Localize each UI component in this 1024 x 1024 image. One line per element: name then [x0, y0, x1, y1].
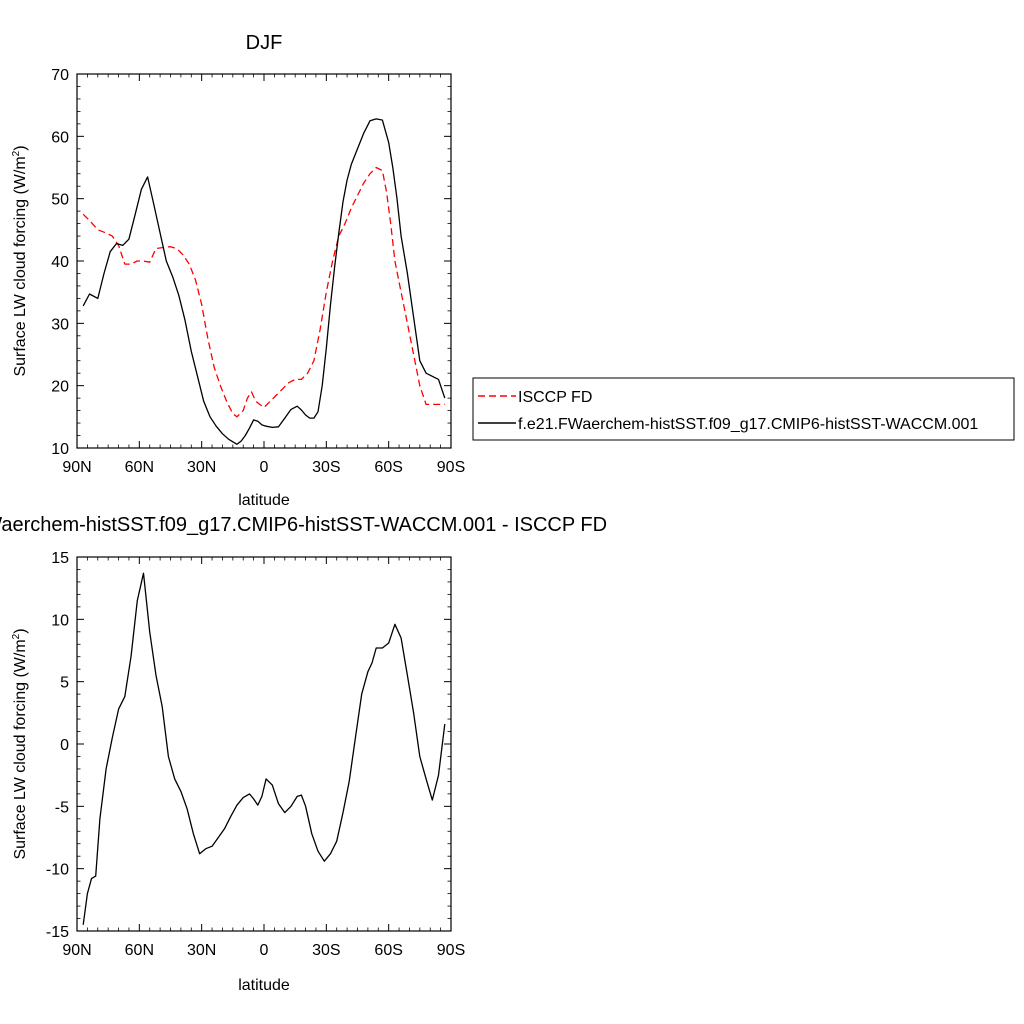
x-tick-label: 30S	[312, 942, 340, 959]
y-tick-label: -15	[46, 924, 69, 941]
x-tick-label: 60S	[374, 459, 402, 476]
y-tick-label: 5	[60, 675, 69, 692]
legend-box	[472, 377, 1015, 441]
x-tick-label: 60S	[374, 942, 402, 959]
bottom-chart-plot-frame	[76, 556, 452, 932]
x-tick-label: 60N	[125, 459, 154, 476]
top-chart-series-line-1	[82, 118, 446, 445]
bottom-chart-y-axis-label: Surface LW cloud forcing (W/m2)	[11, 628, 29, 859]
bottom-chart-x-axis-label: latitude	[238, 977, 290, 994]
y-tick-label: 0	[60, 737, 69, 754]
legend-label-model: f.e21.FWaerchem-histSST.f09_g17.CMIP6-hi…	[518, 416, 978, 433]
top-chart-title: DJF	[246, 32, 283, 54]
y-tick-label: 15	[51, 550, 69, 567]
y-tick-label: 20	[51, 379, 69, 396]
x-tick-label: 60N	[125, 942, 154, 959]
y-tick-label: 40	[51, 254, 69, 271]
y-tick-label: -5	[55, 799, 69, 816]
top-chart-panel: DJF 90N 60N 30N 0 30S 60S 90S 10 20 30 40 50 60 70 la…	[11, 32, 1015, 509]
x-tick-label: 30N	[187, 942, 216, 959]
x-tick-label: 30N	[187, 459, 216, 476]
bottom-chart-title: f.e21.FWaerchem-histSST.f09_g17.CMIP6-hi…	[0, 514, 607, 536]
y-tick-label: -10	[46, 862, 69, 879]
y-tick-label: 70	[51, 67, 69, 84]
y-tick-label: 30	[51, 316, 69, 333]
x-tick-label: 90S	[437, 942, 465, 959]
x-tick-label: 90N	[62, 942, 91, 959]
x-tick-label: 0	[260, 459, 269, 476]
x-tick-label: 30S	[312, 459, 340, 476]
y-tick-label: 10	[51, 441, 69, 458]
top-chart-series-line-0	[82, 166, 445, 418]
x-tick-label: 0	[260, 942, 269, 959]
legend-label-isccp: ISCCP FD	[518, 389, 592, 406]
x-tick-label: 90S	[437, 459, 465, 476]
legend: ISCCP FD f.e21.FWaerchem-histSST.f09_g17…	[472, 377, 1015, 441]
x-tick-label: 90N	[62, 459, 91, 476]
y-tick-label: 50	[51, 192, 69, 209]
bottom-chart-series-line-0	[82, 572, 446, 925]
top-chart-y-axis-label: Surface LW cloud forcing (W/m2)	[11, 145, 29, 376]
bottom-chart-panel: f.e21.FWaerchem-histSST.f09_g17.CMIP6-hi…	[0, 514, 607, 994]
y-tick-label: 10	[51, 612, 69, 629]
top-chart-x-axis-label: latitude	[238, 492, 290, 509]
y-tick-label: 60	[51, 129, 69, 146]
